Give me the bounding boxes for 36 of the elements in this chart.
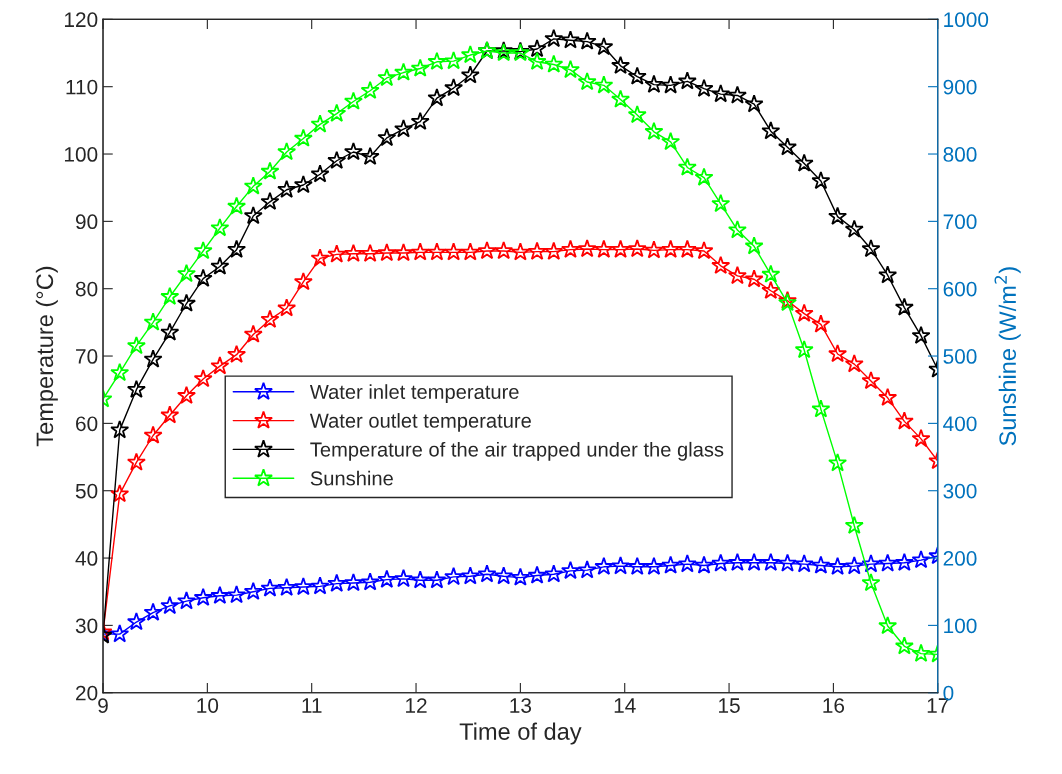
y-tick-label: 100 xyxy=(64,147,98,162)
x-tick-label: 9 xyxy=(98,698,108,713)
y-tick-label: 20 xyxy=(76,685,98,701)
y2-tick-label: 800 xyxy=(943,147,977,162)
y-tick-label: 70 xyxy=(76,349,98,364)
y-tick-label: 40 xyxy=(75,551,98,566)
x-tick-label: 10 xyxy=(197,698,219,713)
y2-axis-title: Sunshine (W/m$^{2}$) xyxy=(994,267,1021,446)
y2-tick-label: 1000 xyxy=(944,12,989,28)
x-tick-label: 13 xyxy=(510,698,532,713)
y-tick-label: 120 xyxy=(64,12,98,28)
x-tick-label: 15 xyxy=(719,698,740,713)
y-tick-label: 60 xyxy=(76,416,98,432)
y2-tick-label: 200 xyxy=(943,551,977,566)
x-tick-label: 14 xyxy=(614,698,636,713)
y-tick-label: 110 xyxy=(66,79,98,95)
legend-label: Water outlet temperature xyxy=(309,413,531,432)
y2-tick-label: 100 xyxy=(944,618,977,634)
legend-label: Sunshine xyxy=(310,470,393,486)
legend-label: Temperature of the air trapped under the glass xyxy=(310,441,724,461)
y-axis-title: Temperature (°C) xyxy=(35,266,58,447)
y2-tick-label: 700 xyxy=(943,214,977,230)
x-tick-label: 11 xyxy=(302,698,322,713)
y2-tick-label: 600 xyxy=(943,281,977,297)
y-tick-label: 50 xyxy=(75,483,98,499)
x-axis-title: Time of day xyxy=(459,722,582,745)
y-tick-label: 90 xyxy=(75,214,98,230)
y2-tick-label: 900 xyxy=(943,79,977,95)
y2-tick-label: 400 xyxy=(943,416,977,432)
x-tick-label: 16 xyxy=(823,698,845,713)
x-tick-label: 12 xyxy=(406,698,427,713)
y-tick-label: 30 xyxy=(75,618,98,634)
y-tick-label: 80 xyxy=(75,281,98,297)
y2-tick-label: 500 xyxy=(943,349,977,364)
legend-label: Water inlet temperature xyxy=(309,384,519,403)
y2-tick-label: 300 xyxy=(943,483,977,499)
